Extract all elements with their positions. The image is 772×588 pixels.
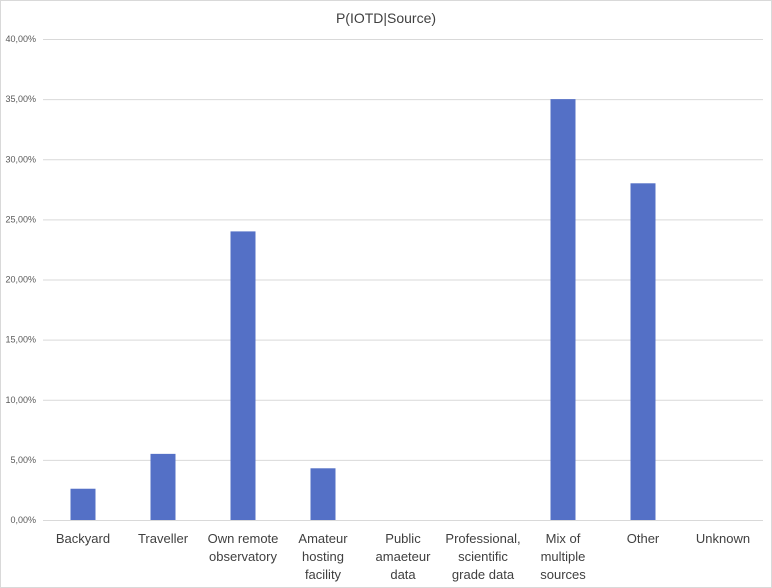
y-tick-label: 20,00%	[5, 275, 36, 285]
x-category-label: Public amaeteur data	[376, 531, 432, 582]
y-tick-label: 30,00%	[5, 154, 36, 164]
y-tick-label: 35,00%	[5, 94, 36, 104]
x-category-label: Unknown	[696, 531, 750, 546]
y-tick-label: 15,00%	[5, 335, 36, 345]
x-category-label: Own remote observatory	[208, 531, 279, 564]
y-axis-tick-labels: 0,00% 5,00% 10,00% 15,00% 20,00% 25,00% 30,00%…	[5, 34, 36, 525]
x-category-label: Backyard	[56, 531, 110, 546]
x-category-label: Traveller	[138, 531, 189, 546]
x-category-label: Professional, scientific grade data	[445, 531, 520, 582]
x-category-label: Other	[627, 531, 660, 546]
y-tick-label: 40,00%	[5, 34, 36, 44]
bar	[150, 453, 176, 520]
bars	[70, 99, 656, 521]
x-category-label: Mix of multiple sources	[540, 531, 586, 582]
y-tick-label: 10,00%	[5, 395, 36, 405]
bar	[230, 231, 256, 520]
x-category-label: Amateur hosting facility	[298, 531, 348, 582]
bar	[310, 468, 336, 520]
x-axis-category-labels: Backyard Traveller Own remote observatory Am…	[56, 531, 750, 582]
y-tick-label: 0,00%	[10, 515, 36, 525]
y-tick-label: 25,00%	[5, 214, 36, 224]
bar	[70, 488, 96, 520]
bar	[550, 99, 576, 520]
chart-title: P(IOTD|Source)	[336, 10, 436, 26]
y-tick-label: 5,00%	[10, 455, 36, 465]
bar	[630, 183, 656, 521]
